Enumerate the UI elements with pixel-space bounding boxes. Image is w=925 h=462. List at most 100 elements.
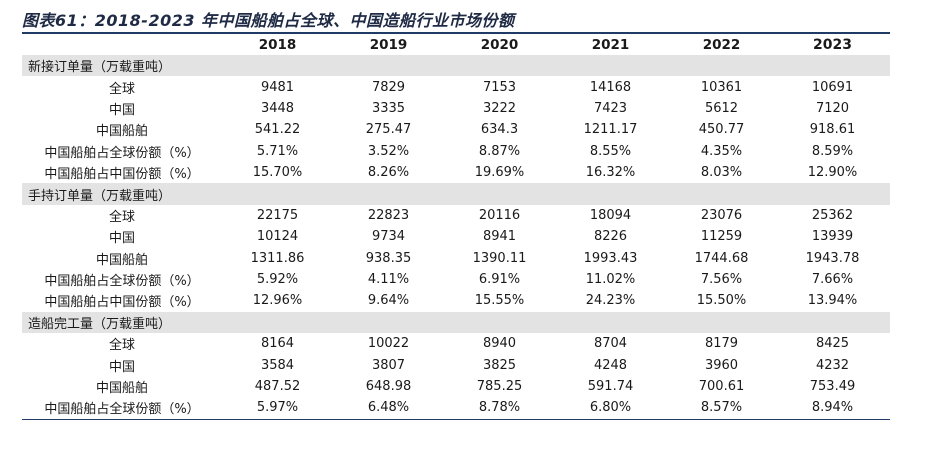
table-row: 中国船舶 1311.86 938.35 1390.11 1993.43 1744.68 19… [22,248,890,269]
table-row: 中国船舶占全球份额（%） 5.92% 4.11% 6.91% 11.02% 7.56% 7.… [22,269,890,290]
value-cell: 25362 [811,207,854,223]
value-cell: 10691 [811,79,854,95]
value-cell: 9481 [260,79,295,95]
value-cell: 8226 [593,229,628,245]
value-cell: 6.91% [478,272,521,288]
value-cell: 6.48% [367,400,410,416]
value-cell: 938.35 [365,250,412,266]
value-cell: 648.98 [365,379,412,395]
value-cell: 1311.86 [250,250,305,266]
table-row: 中国船舶占中国份额（%） 12.96% 9.64% 15.55% 24.23% 15.50… [22,290,890,311]
value-cell: 3807 [371,357,406,373]
value-cell: 3960 [704,357,739,373]
value-cell: 8940 [482,336,517,352]
table-row: 中国船舶占全球份额（%） 5.97% 6.48% 8.78% 6.80% 8.57% 8.9… [22,397,890,418]
value-cell: 8.78% [478,400,521,416]
row-label: 中国船舶占中国份额（%） [44,295,200,311]
row-label: 中国船舶 [95,381,148,397]
value-cell: 487.52 [254,379,301,395]
value-cell: 541.22 [254,122,301,138]
row-label: 中国船舶占全球份额（%） [44,145,200,161]
section-label: 新接订单量（万载重吨） [28,60,172,76]
value-cell: 4.11% [367,272,410,288]
value-cell: 5.92% [256,272,299,288]
header-year: 2020 [480,36,519,53]
row-label: 全球 [108,81,135,97]
value-cell: 1943.78 [805,250,860,266]
row-label: 中国 [108,231,135,247]
row-label: 中国 [108,359,135,375]
value-cell: 4232 [815,357,850,373]
value-cell: 7153 [482,79,517,95]
value-cell: 8179 [704,336,739,352]
table-top-rule [22,32,890,34]
value-cell: 3448 [260,100,295,116]
row-label: 全球 [108,209,135,225]
value-cell: 12.90% [807,165,858,181]
table-row: 中国船舶占中国份额（%） 15.70% 8.26% 19.69% 16.32% 8.03%… [22,162,890,183]
value-cell: 10022 [367,336,410,352]
value-cell: 22175 [256,207,299,223]
header-year: 2018 [258,36,297,53]
header-year: 2021 [591,36,630,53]
table-row: 中国 3584 3807 3825 4248 3960 4232 [22,354,890,375]
table-row: 中国船舶 487.52 648.98 785.25 591.74 700.61 753.49 [22,376,890,397]
table-row: 中国 3448 3335 3222 7423 5612 7120 [22,98,890,119]
table-row: 全球 22175 22823 20116 18094 23076 25362 [22,205,890,226]
table-header-row: 2018 2019 2020 2021 2022 2023 [22,34,890,55]
value-cell: 275.47 [365,122,412,138]
value-cell: 8.03% [700,165,743,181]
table-bottom-rule [22,418,890,421]
header-year: 2019 [369,36,408,53]
value-cell: 8.94% [811,400,854,416]
row-label: 中国船舶 [95,124,148,140]
value-cell: 450.77 [698,122,745,138]
value-cell: 7423 [593,100,628,116]
value-cell: 7829 [371,79,406,95]
value-cell: 24.23% [585,293,636,309]
figure-title: 图表61：2018-2023 年中国船舶占全球、中国造船行业市场份额 [22,11,515,30]
value-cell: 15.55% [474,293,525,309]
value-cell: 7.66% [811,272,854,288]
value-cell: 591.74 [587,379,634,395]
table-row: 中国船舶 541.22 275.47 634.3 1211.17 450.77 918.61 [22,119,890,140]
value-cell: 5.71% [256,143,299,159]
value-cell: 634.3 [480,122,519,138]
section-label: 造船完工量（万载重吨） [28,316,172,332]
value-cell: 8941 [482,229,517,245]
value-cell: 20116 [478,207,521,223]
value-cell: 13.94% [807,293,858,309]
value-cell: 8.26% [367,165,410,181]
value-cell: 5.97% [256,400,299,416]
table-row: 中国船舶占全球份额（%） 5.71% 3.52% 8.87% 8.55% 4.35% 8.5… [22,141,890,162]
value-cell: 15.70% [252,165,303,181]
value-cell: 15.50% [696,293,747,309]
value-cell: 19.69% [474,165,525,181]
value-cell: 3.52% [367,143,410,159]
value-cell: 3584 [260,357,295,373]
value-cell: 23076 [700,207,743,223]
value-cell: 10124 [256,229,299,245]
table-row: 全球 9481 7829 7153 14168 10361 10691 [22,76,890,97]
row-label: 中国船舶占全球份额（%） [44,274,200,290]
header-year: 2023 [813,36,852,53]
value-cell: 16.32% [585,165,636,181]
market-share-table: 2018 2019 2020 2021 2022 2023 新接订单量（万载重吨… [22,32,890,421]
value-cell: 753.49 [809,379,856,395]
value-cell: 8.59% [811,143,854,159]
value-cell: 10361 [700,79,743,95]
value-cell: 14168 [589,79,632,95]
value-cell: 8704 [593,336,628,352]
value-cell: 4.35% [700,143,743,159]
row-label: 全球 [108,338,135,354]
section-label: 手持订单量（万载重吨） [28,188,172,204]
value-cell: 9734 [371,229,406,245]
value-cell: 11259 [700,229,743,245]
section-header-row: 手持订单量（万载重吨） [22,183,890,205]
value-cell: 9.64% [367,293,410,309]
value-cell: 3825 [482,357,517,373]
value-cell: 1993.43 [583,250,638,266]
value-cell: 12.96% [252,293,303,309]
value-cell: 700.61 [698,379,745,395]
row-label: 中国船舶占全球份额（%） [44,402,200,418]
